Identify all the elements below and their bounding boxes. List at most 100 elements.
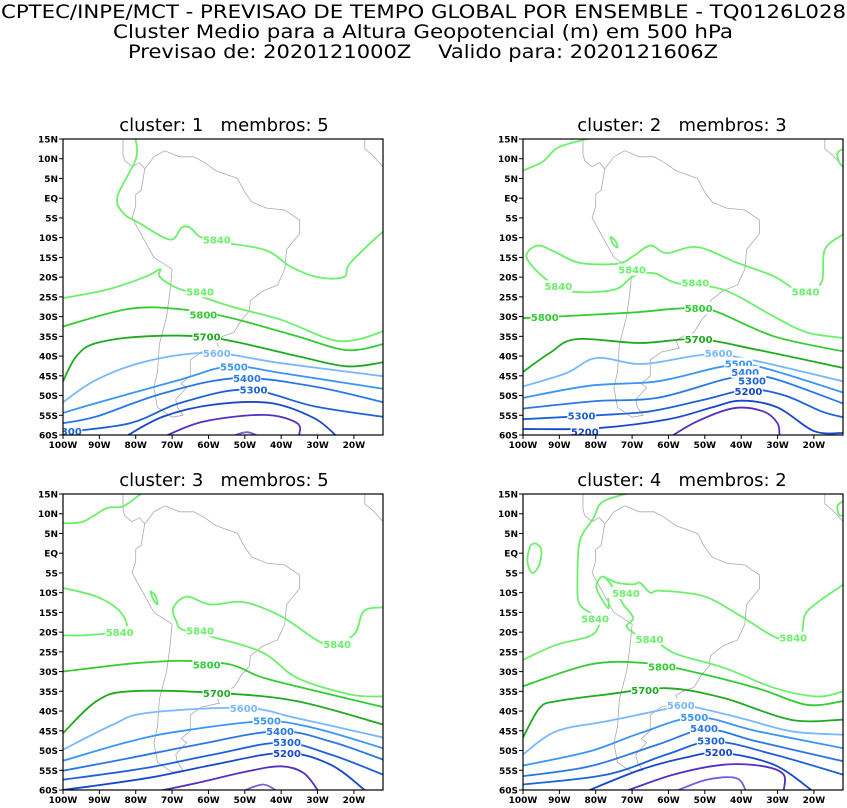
contour-label-5840: 5840 [186, 627, 214, 638]
contour-5700 [63, 689, 383, 734]
lat-tick-label: 20S [499, 629, 518, 639]
lat-tick-label: 45S [499, 727, 518, 737]
contour-label-5700: 5700 [631, 686, 659, 697]
contour-label-5300: 5300 [697, 737, 725, 748]
contour-5840 [525, 233, 843, 339]
lat-tick-label: 50S [499, 392, 518, 402]
lon-tick-label: 90W [88, 441, 111, 451]
contour-label-background [189, 308, 218, 321]
contour-label-background [704, 746, 733, 759]
lat-tick-label: 35S [39, 333, 58, 343]
contour-label-background [544, 280, 573, 293]
lon-tick-label: 50W [234, 441, 257, 451]
contour-label-background [704, 346, 733, 359]
contour-5600 [63, 706, 383, 751]
contour-5500 [523, 362, 843, 399]
contour-label-background [635, 632, 664, 645]
contour-5840 [523, 494, 630, 661]
lat-tick-label: EQ [44, 550, 58, 560]
lon-tick-label: 90W [548, 796, 571, 803]
contour-label-background [778, 631, 808, 644]
contour-label-5800: 5800 [685, 304, 713, 315]
figure-title-line-3: Previsao de: 2020121000Z Valido para: 20… [128, 41, 718, 63]
contour-5400 [523, 728, 843, 778]
lat-tick-label: 35S [499, 688, 518, 698]
contour-label-background [737, 374, 767, 387]
lat-tick-label: 5N [44, 530, 58, 540]
lat-tick-label: 30S [499, 313, 518, 323]
lon-tick-label: 20W [343, 796, 366, 803]
contour-label-5300: 5300 [240, 386, 268, 397]
lon-tick-label: 80W [125, 441, 148, 451]
coastline [122, 494, 300, 773]
contour-label-background [322, 637, 352, 650]
map-frame [62, 493, 384, 791]
coastline [582, 139, 760, 418]
contour-label-5200: 5200 [571, 427, 599, 438]
map-panel-3: cluster: 3 membros: 5 5840 5840 5840 5800 570… [38, 470, 384, 806]
lat-tick-label: 10N [38, 155, 58, 165]
contour-5400 [523, 374, 843, 410]
lat-tick-label: 5N [504, 175, 518, 185]
lat-tick-label: 15N [38, 491, 58, 501]
contour-label-background [265, 725, 295, 738]
contour-5000 [243, 783, 277, 790]
contour-5200 [587, 751, 813, 790]
lat-tick-label: 5S [45, 569, 58, 579]
contour-label-5500: 5500 [725, 360, 753, 371]
contour-5100 [671, 406, 781, 435]
coastline [122, 139, 300, 418]
contour-5100 [165, 413, 302, 435]
contour-5500 [523, 716, 843, 767]
lon-tick-label: 90W [548, 441, 571, 451]
contour-5840 [595, 575, 843, 698]
lat-tick-label: 55S [499, 767, 518, 777]
lat-tick-label: 55S [499, 412, 518, 422]
contour-label-background [105, 626, 134, 639]
lat-tick-label: 60S [499, 787, 518, 797]
contour-5200 [63, 751, 366, 790]
contour-5840 [63, 268, 383, 343]
lat-tick-label: 50S [39, 392, 58, 402]
lat-tick-label: 25S [39, 293, 58, 303]
lon-tick-label: 60W [657, 796, 680, 803]
lat-tick-label: 45S [39, 727, 58, 737]
contour-5800 [523, 306, 843, 353]
lat-tick-label: 35S [499, 333, 518, 343]
contour-5800 [63, 306, 383, 352]
lon-tick-label: 20W [803, 441, 826, 451]
contour-5300 [63, 388, 383, 434]
map-panel-1: cluster: 1 membros: 5 5840 5840 5800 5700 560… [38, 115, 384, 451]
contour-label-5200: 5200 [705, 748, 733, 759]
lon-tick-label: 80W [585, 796, 608, 803]
contour-label-background [647, 660, 677, 673]
contour-label-5200: 5200 [273, 749, 301, 760]
lat-tick-label: 25S [39, 648, 58, 658]
lat-tick-label: 60S [39, 787, 58, 797]
lon-tick-label: 30W [306, 796, 329, 803]
contour-label-5840: 5840 [636, 635, 664, 646]
contour-5000 [233, 431, 259, 435]
contour-label-5300: 5300 [273, 738, 301, 749]
contour-label-background [252, 714, 282, 727]
contour-label-background [666, 698, 696, 711]
lon-tick-label: 100W [509, 796, 538, 803]
contour-label-background [684, 333, 713, 346]
contour-label-5840: 5840 [618, 266, 646, 277]
contour-label-background [192, 330, 221, 343]
lat-tick-label: 20S [499, 274, 518, 284]
panel-title: cluster: 3 membros: 5 [119, 470, 329, 491]
contour-5500 [63, 365, 383, 414]
contour-5840 [523, 139, 592, 172]
contour-label-5700: 5700 [193, 332, 221, 343]
contour-5700 [523, 337, 843, 373]
lat-tick-label: EQ [504, 550, 518, 560]
contour-label-5300: 5300 [738, 377, 766, 388]
lat-tick-label: 10N [498, 510, 518, 520]
contour-label-5800: 5800 [189, 311, 217, 322]
contour-label-5400: 5400 [266, 727, 294, 738]
contour-label-5800: 5800 [193, 660, 221, 671]
contour-label-5800: 5800 [648, 662, 676, 673]
lat-tick-label: 25S [499, 293, 518, 303]
